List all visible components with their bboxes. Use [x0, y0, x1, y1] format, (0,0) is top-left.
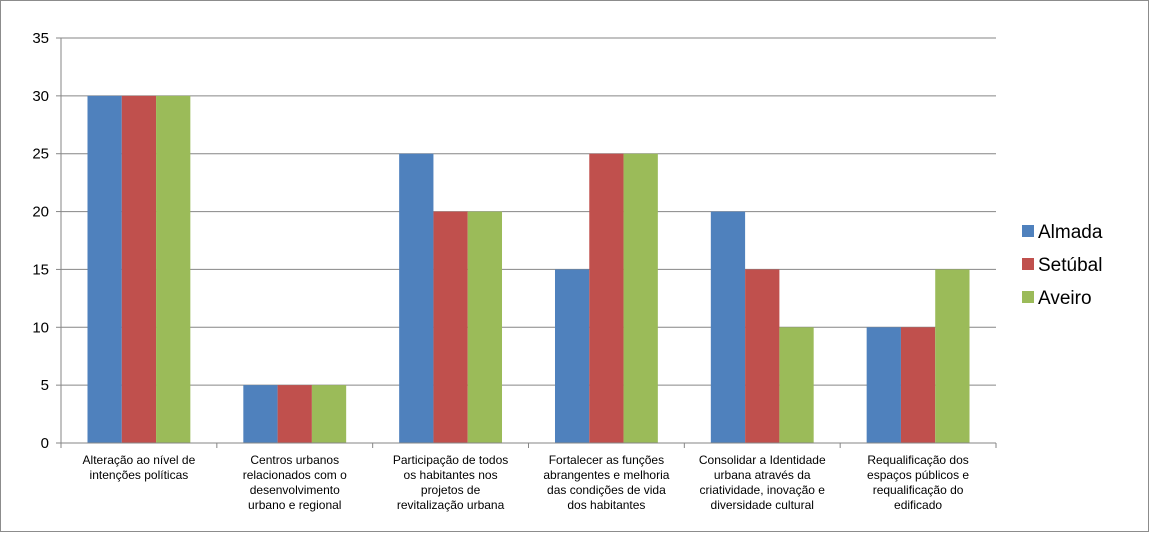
bar-almada	[710, 211, 746, 443]
legend-label: Aveiro	[1038, 288, 1092, 309]
legend: Almada Setúbal Aveiro	[1022, 222, 1103, 309]
bar-almada	[399, 153, 434, 443]
x-category-label: Consolidar a Identidade urbana através da…	[699, 453, 826, 512]
y-tick-label: 30	[32, 88, 49, 105]
x-category-label: Participação de todos os habitantes nos pr…	[393, 453, 508, 512]
x-category-labels: Alteração ao nível de intenções políticas…	[83, 453, 970, 512]
bar-set-bal	[589, 153, 624, 443]
y-tick-label: 25	[32, 146, 49, 163]
bar-set-bal	[433, 211, 468, 443]
bar-aveiro	[311, 385, 347, 443]
y-tick-label: 0	[41, 435, 49, 452]
bar-almada	[554, 269, 590, 443]
bar-aveiro	[779, 327, 814, 443]
bar-aveiro	[467, 211, 503, 443]
gridlines	[61, 37, 996, 386]
bar-set-bal	[745, 269, 780, 443]
bar-aveiro	[623, 153, 658, 443]
bar-almada	[243, 385, 278, 443]
bar-set-bal	[277, 385, 312, 443]
legend-swatch	[1022, 291, 1034, 303]
bar-almada	[87, 95, 122, 443]
bar-set-bal	[900, 327, 936, 443]
y-tick-label: 5	[41, 377, 49, 394]
y-tick-label: 10	[32, 319, 49, 336]
legend-swatch	[1022, 258, 1034, 270]
bar-almada	[866, 327, 901, 443]
legend-label: Setúbal	[1038, 255, 1102, 276]
bars	[87, 95, 970, 443]
x-category-label: Centros urbanos relacionados com o desenvo…	[243, 453, 347, 512]
axes	[56, 37, 997, 448]
legend-swatch	[1022, 225, 1034, 237]
bar-set-bal	[121, 95, 157, 443]
x-category-label: Requalificação dos espaços públicos e requ…	[867, 453, 969, 512]
y-tick-labels: 0 5 10 15 20 25 30 35	[32, 30, 49, 452]
bar-aveiro	[156, 95, 191, 443]
legend-label: Almada	[1038, 222, 1103, 243]
bar-aveiro	[935, 269, 970, 443]
y-tick-label: 35	[32, 30, 49, 47]
x-category-label: Alteração ao nível de intenções políticas	[83, 453, 196, 482]
x-category-label: Fortalecer as funções abrangentes e melho…	[543, 453, 669, 512]
y-tick-label: 20	[32, 204, 49, 221]
y-tick-label: 15	[32, 261, 49, 278]
